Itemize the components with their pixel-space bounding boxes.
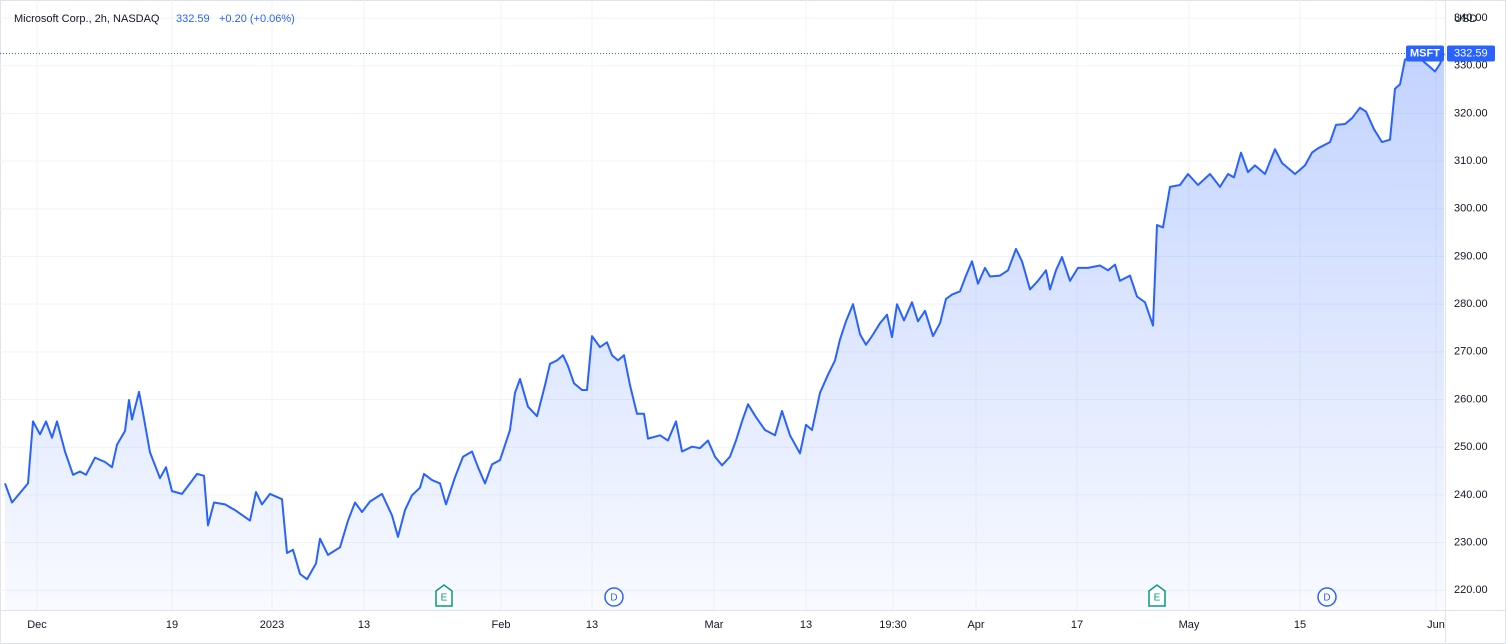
currency: USD [1454, 13, 1477, 25]
event-label: D [610, 593, 617, 604]
y-tick-label: 240.00 [1454, 489, 1488, 501]
x-tick-label: 15 [1294, 619, 1306, 631]
event-badge [1317, 587, 1337, 607]
x-tick-label: Jun [1427, 619, 1445, 631]
x-tick-label: Apr [967, 619, 984, 631]
event-label: E [441, 593, 448, 604]
y-tick-label: 290.00 [1454, 250, 1488, 262]
y-tick-label: 230.00 [1454, 536, 1488, 548]
x-tick-label: Feb [492, 619, 511, 631]
y-tick-label: 320.00 [1454, 107, 1488, 119]
x-tick-label: May [1179, 619, 1200, 631]
y-tick-label: 220.00 [1454, 584, 1488, 596]
price-line [4, 53, 1445, 581]
x-tick-label: Mar [705, 619, 724, 631]
x-tick-label: 13 [586, 619, 598, 631]
x-tick-label: 19:30 [879, 619, 907, 631]
symbol-label: MSFT [1410, 47, 1440, 59]
x-tick-label: 19 [166, 619, 178, 631]
price-tag [1447, 45, 1495, 62]
chart-title: Microsoft Corp., 2h, NASDAQ [14, 13, 160, 25]
x-tick-label: 17 [1071, 619, 1083, 631]
price-tag-label: 332.59 [1454, 47, 1488, 59]
y-tick-label: 270.00 [1454, 346, 1488, 358]
x-tick-label: Dec [27, 619, 47, 631]
y-tick-label: 260.00 [1454, 393, 1488, 405]
x-tick-label: 13 [358, 619, 370, 631]
x-tick-label: 2023 [260, 619, 284, 631]
x-tick-label: 13 [800, 619, 812, 631]
y-tick-label: 250.00 [1454, 441, 1488, 453]
y-tick-label: 280.00 [1454, 298, 1488, 310]
y-tick-label: 330.00 [1454, 60, 1488, 72]
event-badge [435, 584, 453, 607]
y-tick-label: 340.00 [1454, 12, 1488, 24]
y-tick-label: 300.00 [1454, 203, 1488, 215]
last-price: 332.59 [176, 13, 210, 25]
event-badge [1148, 584, 1166, 607]
event-badge [604, 587, 624, 607]
symbol-tag [1406, 45, 1444, 62]
price-change: +0.20 (+0.06%) [219, 13, 295, 25]
area [5, 53, 1444, 610]
y-tick-label: 310.00 [1454, 155, 1488, 167]
event-label: D [1323, 593, 1330, 604]
event-label: E [1154, 593, 1161, 604]
